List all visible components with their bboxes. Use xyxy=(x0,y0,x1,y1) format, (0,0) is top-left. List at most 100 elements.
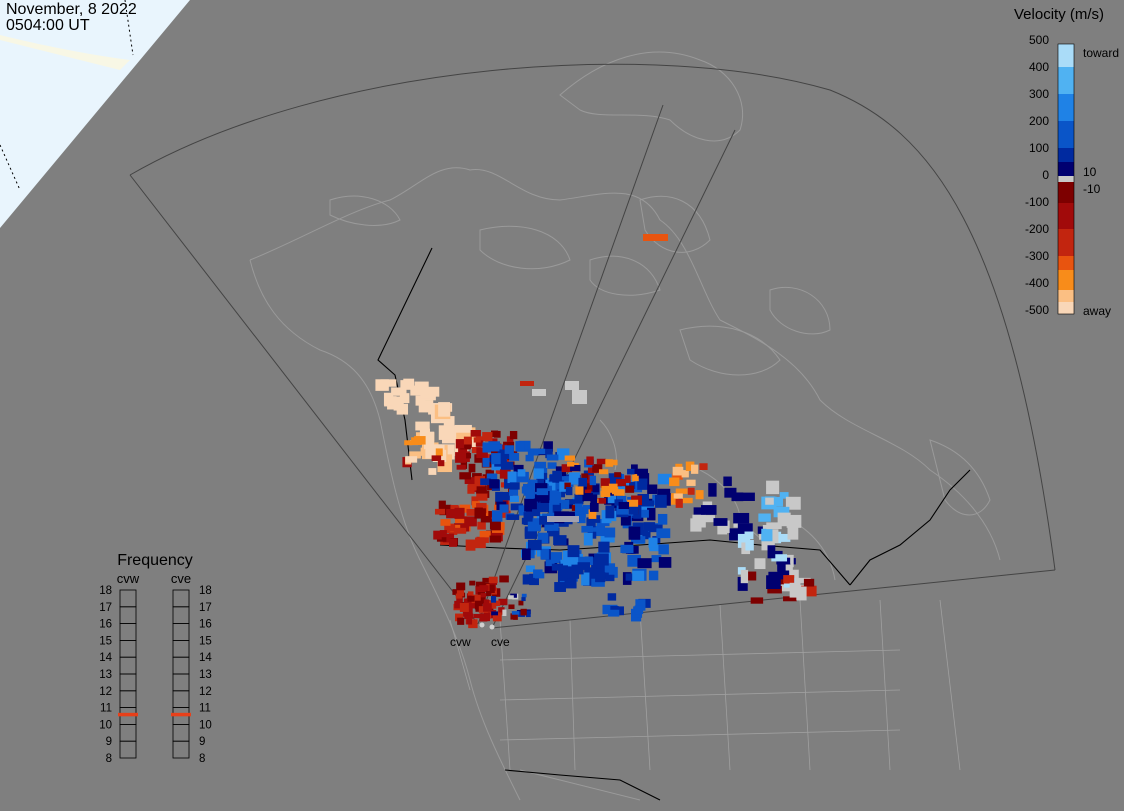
velocity-cell xyxy=(571,564,584,575)
frequency-cell xyxy=(172,740,190,759)
velocity-cell xyxy=(743,571,757,581)
velocity-cell xyxy=(464,615,472,620)
velocity-cell xyxy=(488,576,498,584)
frequency-cell xyxy=(172,690,190,708)
velocity-cell xyxy=(787,526,799,540)
velocity-cell xyxy=(737,576,748,591)
colorbar-segment xyxy=(1058,203,1074,229)
colorbar-tick-label: -200 xyxy=(1025,222,1049,236)
velocity-cell xyxy=(488,438,498,444)
velocity-cell xyxy=(495,491,503,502)
colorbar-segment xyxy=(1058,176,1074,182)
velocity-cell xyxy=(459,602,469,612)
velocity-cell xyxy=(527,479,538,489)
velocity-cell xyxy=(702,501,713,508)
velocity-cell xyxy=(507,471,517,484)
velocity-cell xyxy=(577,510,586,524)
velocity-colorbar: 500 400 300 200 100 0 -100 -200 -300 -400 -500 towa… xyxy=(1025,33,1119,318)
velocity-cell xyxy=(740,569,749,584)
velocity-cell xyxy=(472,501,480,509)
velocity-cell xyxy=(467,599,476,609)
velocity-cell xyxy=(616,504,632,515)
velocity-cell xyxy=(588,509,597,519)
velocity-cell xyxy=(611,486,619,495)
velocity-cell xyxy=(454,507,465,519)
colorbar-segment xyxy=(1058,148,1074,162)
velocity-cell xyxy=(605,505,615,519)
velocity-cell xyxy=(486,473,498,484)
velocity-cell xyxy=(427,386,440,397)
radar-label-cve: cve xyxy=(491,635,510,649)
velocity-cell xyxy=(468,619,478,629)
velocity-cell xyxy=(750,597,764,604)
velocity-cell xyxy=(605,574,615,582)
velocity-cell xyxy=(534,461,547,471)
frequency-cell xyxy=(172,656,190,675)
velocity-cell xyxy=(533,569,543,578)
date-label: November, 8 2022 xyxy=(6,1,137,18)
velocity-cell xyxy=(537,532,549,544)
velocity-cell xyxy=(765,497,775,505)
velocity-cell xyxy=(761,538,775,551)
velocity-cell xyxy=(773,496,784,507)
velocity-cell xyxy=(509,495,519,502)
velocity-cell xyxy=(604,563,616,573)
velocity-cell xyxy=(648,537,658,548)
velocity-cell xyxy=(651,555,662,563)
velocity-cell xyxy=(471,594,481,604)
velocity-cell xyxy=(554,582,566,592)
coastlines xyxy=(249,51,1001,801)
frequency-scale-right: 10 xyxy=(199,719,212,731)
velocity-cell xyxy=(467,595,475,602)
frequency-scale-right: 17 xyxy=(199,602,212,614)
velocity-cell xyxy=(434,508,446,515)
velocity-cell xyxy=(476,447,488,458)
velocity-cell xyxy=(552,470,562,483)
velocity-cell xyxy=(459,472,472,480)
velocity-cell xyxy=(463,436,472,445)
velocity-cell xyxy=(629,481,636,489)
velocity-cell xyxy=(490,519,501,531)
velocity-cell xyxy=(605,459,614,467)
velocity-cell xyxy=(433,530,442,540)
velocity-cell xyxy=(733,512,750,524)
frequency-scale-left: 14 xyxy=(99,652,112,664)
velocity-cell xyxy=(536,488,549,496)
velocity-cell xyxy=(643,234,668,241)
velocity-cell xyxy=(475,581,486,587)
velocity-cell xyxy=(405,456,418,463)
velocity-cell xyxy=(583,483,595,492)
colorbar-away-label: away xyxy=(1083,304,1111,318)
velocity-cell xyxy=(482,577,492,583)
velocity-cell xyxy=(456,597,463,603)
velocity-cell xyxy=(492,612,502,622)
velocity-cell xyxy=(491,527,505,535)
colorbar-tick-label: 0 xyxy=(1042,168,1049,182)
velocity-cell xyxy=(415,421,430,431)
colorbar-tick-label: -100 xyxy=(1025,195,1049,209)
frequency-scale-left: 8 xyxy=(106,753,112,765)
velocity-cell xyxy=(517,469,526,477)
frequency-cell xyxy=(119,724,137,742)
velocity-cell xyxy=(466,508,479,516)
colorbar-segment xyxy=(1058,44,1074,67)
velocity-cell xyxy=(565,499,577,505)
velocity-cell xyxy=(504,445,514,454)
velocity-cell xyxy=(594,553,609,566)
velocity-cell xyxy=(657,513,668,525)
frequency-radar-cvw: cvw xyxy=(117,571,140,586)
velocity-cell xyxy=(672,466,684,476)
velocity-cell xyxy=(520,381,534,386)
velocity-cell xyxy=(483,603,492,612)
velocity-cell xyxy=(637,478,648,490)
velocity-cell xyxy=(803,578,815,587)
velocity-cell xyxy=(479,613,488,622)
time-label: 0504:00 UT xyxy=(6,17,90,34)
velocity-cell xyxy=(565,566,577,574)
frequency-cell xyxy=(172,606,190,624)
velocity-cell xyxy=(466,619,473,625)
colorbar-segment xyxy=(1058,229,1074,256)
velocity-cell xyxy=(625,485,635,493)
frequency-scale-left: 10 xyxy=(99,719,112,731)
